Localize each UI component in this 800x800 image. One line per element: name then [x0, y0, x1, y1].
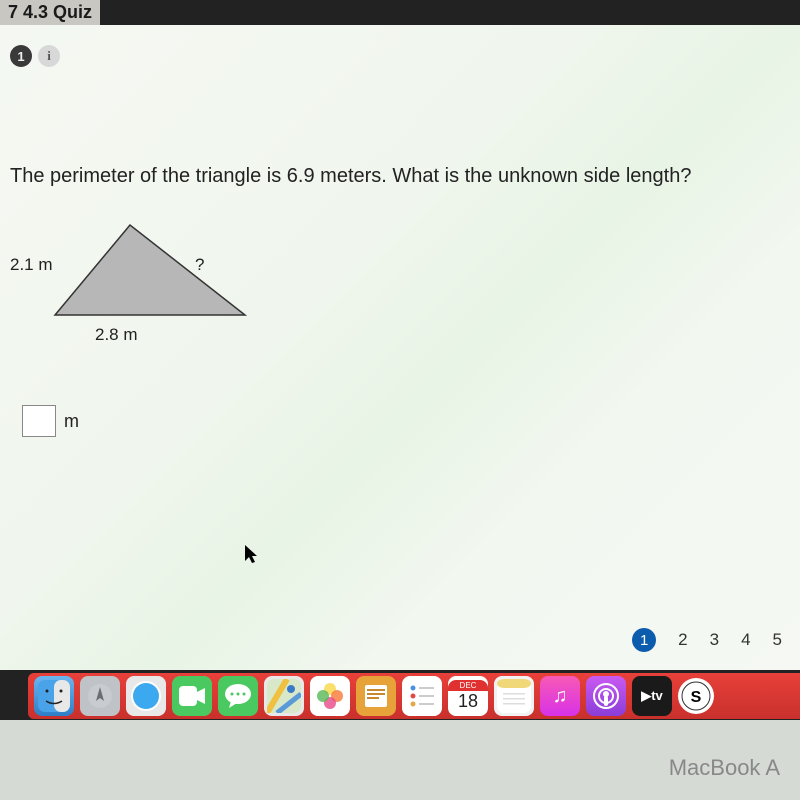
- calendar-day: 18: [458, 691, 478, 712]
- macos-dock: DEC 18 ♫ ▶tv S: [28, 673, 800, 719]
- photos-icon[interactable]: [310, 676, 350, 716]
- triangle-right-label: ?: [195, 255, 204, 275]
- podcasts-icon[interactable]: [586, 676, 626, 716]
- music-icon[interactable]: ♫: [540, 676, 580, 716]
- mail-icon[interactable]: [356, 676, 396, 716]
- question-number-badge: 1: [10, 45, 32, 67]
- info-icon[interactable]: i: [38, 45, 60, 67]
- page-link-4[interactable]: 4: [741, 630, 750, 650]
- triangle-figure: 2.1 m ? 2.8 m: [10, 220, 270, 370]
- quiz-content: 1 i The perimeter of the triangle is 6.9…: [0, 25, 800, 670]
- appletv-icon[interactable]: ▶tv: [632, 676, 672, 716]
- pagination: 1 2 3 4 5: [632, 628, 782, 652]
- triangle-svg: [10, 220, 270, 330]
- answer-row: m: [22, 405, 79, 437]
- triangle-shape: [55, 225, 245, 315]
- maps-icon[interactable]: [264, 676, 304, 716]
- quiz-title: 7 4.3 Quiz: [0, 0, 100, 25]
- triangle-left-label: 2.1 m: [10, 255, 53, 275]
- page-link-2[interactable]: 2: [678, 630, 687, 650]
- reminders-icon[interactable]: [402, 676, 442, 716]
- calendar-icon[interactable]: DEC 18: [448, 676, 488, 716]
- facetime-icon[interactable]: [172, 676, 212, 716]
- page-link-5[interactable]: 5: [773, 630, 782, 650]
- cursor-icon: [245, 545, 261, 570]
- notes-icon[interactable]: [494, 676, 534, 716]
- question-header: 1 i: [10, 45, 60, 67]
- launchpad-icon[interactable]: [80, 676, 120, 716]
- triangle-bottom-label: 2.8 m: [95, 325, 138, 345]
- svg-text:S: S: [691, 689, 702, 706]
- partial-app-icon[interactable]: S: [678, 678, 714, 714]
- finder-icon[interactable]: [34, 676, 74, 716]
- safari-icon[interactable]: [126, 676, 166, 716]
- calendar-month: DEC: [448, 680, 488, 691]
- messages-icon[interactable]: [218, 676, 258, 716]
- answer-input[interactable]: [22, 405, 56, 437]
- laptop-screen: 7 4.3 Quiz 1 i The perimeter of the tria…: [0, 0, 800, 720]
- question-text: The perimeter of the triangle is 6.9 met…: [10, 165, 691, 188]
- macbook-label: MacBook A: [669, 755, 780, 781]
- answer-unit: m: [64, 411, 79, 432]
- page-current[interactable]: 1: [632, 628, 656, 652]
- page-link-3[interactable]: 3: [710, 630, 719, 650]
